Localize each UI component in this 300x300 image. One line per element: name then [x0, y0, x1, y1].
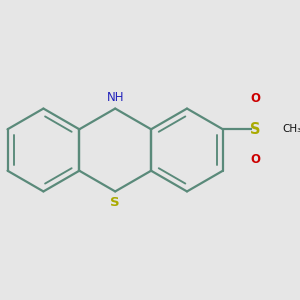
Text: O: O [250, 92, 261, 105]
Text: S: S [110, 196, 120, 209]
Text: CH₃: CH₃ [282, 124, 300, 134]
Text: NH: NH [106, 91, 124, 104]
Text: O: O [250, 153, 261, 166]
Text: S: S [250, 122, 261, 137]
